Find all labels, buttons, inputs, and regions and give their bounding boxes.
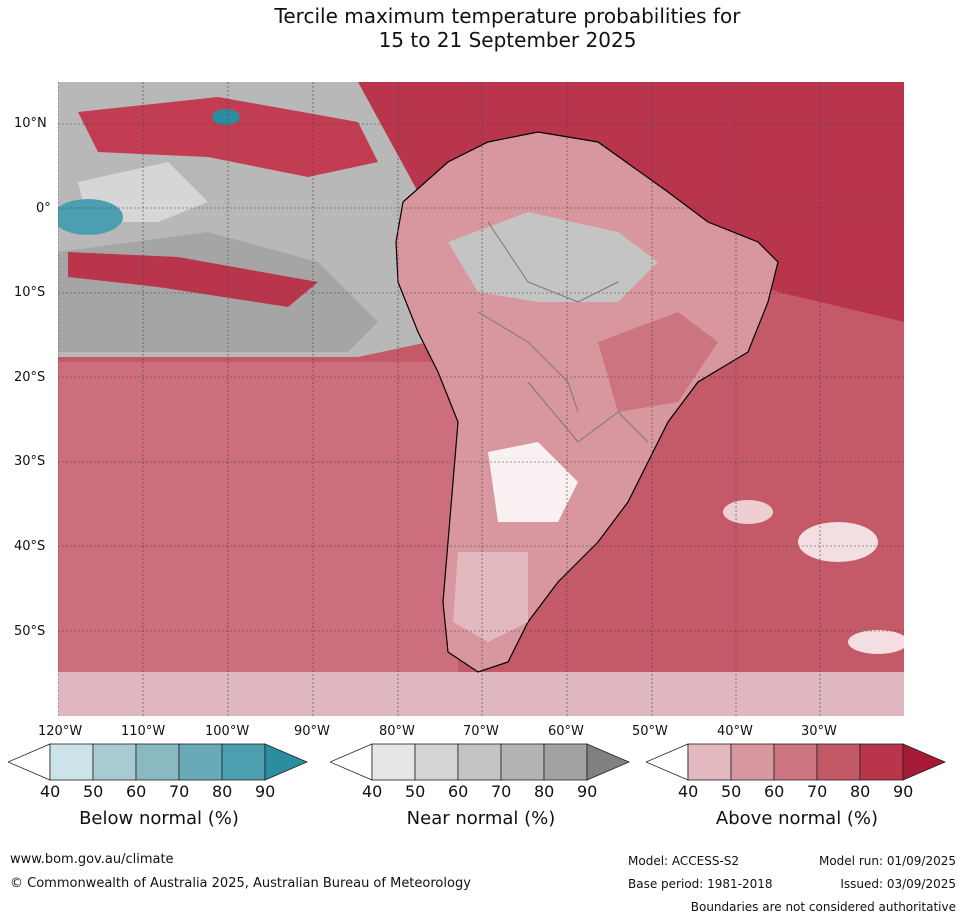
colorbar-tick-label: 80 [212, 782, 233, 801]
colorbar-tick-label: 40 [362, 782, 383, 801]
colorbar-segment [457, 743, 502, 781]
colorbar-tick-label: 70 [807, 782, 828, 801]
lat-label: 30°S [14, 454, 46, 469]
disclaimer-text: Boundaries are not considered authoritat… [690, 900, 956, 914]
lon-label: 70°W [463, 724, 499, 739]
lat-label: 20°S [14, 370, 46, 385]
colorbar-title-near: Near normal (%) [406, 808, 556, 829]
colorbar-tick-label: 90 [893, 782, 914, 801]
colorbar-segment [730, 743, 775, 781]
colorbar-segment [414, 743, 459, 781]
map-title: Tercile maximum temperature probabilitie… [0, 4, 965, 52]
lon-label: 110°W [121, 724, 166, 739]
lon-label: 60°W [548, 724, 584, 739]
colorbar-tick-label: 50 [721, 782, 742, 801]
colorbar-tick-label: 40 [678, 782, 699, 801]
colorbar-segment [135, 743, 180, 781]
lon-label: 80°W [379, 724, 415, 739]
colorbar-tick-label: 90 [577, 782, 598, 801]
colorbar-segment [221, 743, 266, 781]
lon-label: 40°W [717, 724, 753, 739]
lon-label: 30°W [801, 724, 837, 739]
colorbar-tick-label: 90 [255, 782, 276, 801]
issued-text: Issued: 03/09/2025 [840, 877, 956, 891]
colorbar-segment [92, 743, 137, 781]
colorbar-segment [371, 743, 416, 781]
probability-map [58, 82, 904, 716]
lat-label: 10°N [14, 116, 47, 131]
colorbar-segment [687, 743, 732, 781]
colorbar-below-normal [8, 743, 309, 781]
colorbar-tick-label: 70 [491, 782, 512, 801]
colorbar-tick-label: 80 [850, 782, 871, 801]
website-link[interactable]: www.bom.gov.au/climate [10, 852, 174, 867]
colorbar-extend-low [8, 743, 51, 781]
colorbar-segment [543, 743, 588, 781]
colorbar-tick-label: 70 [169, 782, 190, 801]
title-line-1: Tercile maximum temperature probabilitie… [274, 4, 741, 28]
lat-label: 0° [36, 201, 51, 216]
colorbar-tick-label: 50 [83, 782, 104, 801]
lat-label: 10°S [14, 285, 46, 300]
lon-label: 120°W [38, 724, 83, 739]
colorbar-extend-high [586, 743, 631, 781]
colorbar-tick-label: 60 [126, 782, 147, 801]
colorbar-tick-label: 80 [534, 782, 555, 801]
colorbar-tick-label: 50 [405, 782, 426, 801]
copyright-text: © Commonwealth of Australia 2025, Austra… [10, 876, 471, 891]
colorbar-tick-label: 40 [40, 782, 61, 801]
lon-label: 90°W [294, 724, 330, 739]
colorbar-tick-label: 60 [764, 782, 785, 801]
model-run-text: Model run: 01/09/2025 [818, 854, 956, 868]
colorbar-segment [859, 743, 904, 781]
colorbar-extend-low [646, 743, 689, 781]
base-period-text: Base period: 1981-2018 [628, 877, 773, 891]
colorbar-segment [500, 743, 545, 781]
lat-label: 40°S [14, 539, 46, 554]
colorbar-extend-low [330, 743, 373, 781]
lon-label: 50°W [632, 724, 668, 739]
colorbar-segment [816, 743, 861, 781]
colorbar-tick-label: 60 [448, 782, 469, 801]
colorbar-title-below: Below normal (%) [79, 808, 239, 829]
title-line-2: 15 to 21 September 2025 [378, 28, 637, 52]
colorbar-segment [178, 743, 223, 781]
colorbar-extend-high [264, 743, 309, 781]
colorbar-segment [773, 743, 818, 781]
colorbar-extend-high [902, 743, 947, 781]
lat-label: 50°S [14, 624, 46, 639]
colorbar-segment [49, 743, 94, 781]
colorbar-title-above: Above normal (%) [715, 808, 879, 829]
model-text: Model: ACCESS-S2 [628, 854, 740, 868]
lon-label: 100°W [205, 724, 250, 739]
colorbar-near-normal [330, 743, 631, 781]
colorbar-above-normal [646, 743, 947, 781]
